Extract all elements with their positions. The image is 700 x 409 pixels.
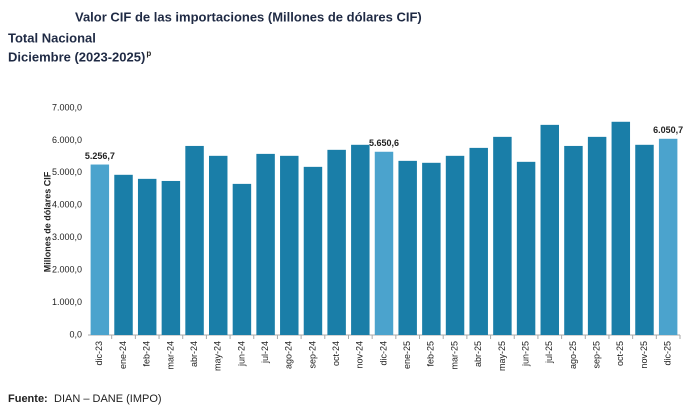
bar — [351, 144, 370, 335]
y-tick-label: 5.000,0 — [52, 167, 82, 177]
y-tick-label: 1.000,0 — [52, 297, 82, 307]
x-tick-label: dic-25 — [663, 341, 673, 366]
bar — [232, 183, 252, 335]
chart-subtitle: Total Nacional — [8, 30, 96, 45]
bar — [327, 149, 346, 335]
y-tick-label: 3.000,0 — [52, 232, 82, 242]
x-tick-label: abr-24 — [189, 341, 199, 367]
x-tick-label: ago-25 — [568, 341, 578, 369]
bar — [658, 138, 678, 335]
chart-title: Valor CIF de las importaciones (Millones… — [75, 9, 422, 24]
bar — [90, 164, 110, 335]
x-tick-label: ago-24 — [284, 341, 294, 369]
y-tick-label: 4.000,0 — [52, 200, 82, 210]
x-tick-label: jun-24 — [236, 341, 246, 367]
bar — [185, 145, 204, 335]
x-tick-label: dic-24 — [378, 341, 388, 366]
x-tick-label: mar-25 — [449, 341, 459, 370]
bar — [280, 155, 299, 335]
bar — [137, 178, 157, 335]
bar — [422, 162, 441, 335]
bar — [564, 145, 583, 335]
bar — [540, 124, 559, 335]
source: DIAN – DANE (IMPO) — [54, 393, 162, 405]
source-label: Fuente: — [8, 393, 48, 405]
x-tick-label: may-25 — [497, 341, 507, 371]
y-tick-label: 2.000,0 — [52, 265, 82, 275]
x-tick-label: sep-24 — [307, 341, 317, 369]
x-tick-label: abr-25 — [473, 341, 483, 367]
bar — [635, 144, 654, 335]
x-tick-label: sep-25 — [591, 341, 601, 369]
bar — [303, 166, 323, 335]
x-tick-label: mar-24 — [165, 341, 175, 370]
x-tick-label: jun-25 — [520, 341, 530, 367]
x-tick-label: oct-24 — [331, 341, 341, 366]
x-tick-label: nov-25 — [639, 341, 649, 369]
bar — [374, 151, 394, 335]
y-tick-label: 7.000,0 — [52, 102, 82, 112]
y-axis-label: Millones de dólares CIF — [42, 171, 52, 272]
y-tick-label: 6.000,0 — [52, 135, 82, 145]
x-tick-label: ene-25 — [402, 341, 412, 369]
x-tick-label: nov-24 — [355, 341, 365, 369]
bar — [493, 136, 512, 335]
bar — [611, 121, 631, 336]
x-tick-label: dic-23 — [94, 341, 104, 366]
bar — [161, 180, 181, 335]
bar — [209, 155, 228, 335]
bar — [445, 155, 465, 335]
chart-period: Diciembre (2023-2025) — [8, 49, 145, 64]
period-note: p — [146, 49, 151, 58]
y-tick-label: 0,0 — [69, 329, 82, 339]
x-tick-label: oct-25 — [615, 341, 625, 366]
x-tick-label: feb-25 — [426, 341, 436, 367]
x-tick-label: jul-24 — [260, 341, 270, 364]
x-tick-label: may-24 — [213, 341, 223, 371]
bar — [398, 160, 417, 335]
x-tick-label: feb-24 — [142, 341, 152, 367]
value-label: 5.650,6 — [369, 138, 399, 148]
value-label: 5.256,7 — [85, 151, 115, 161]
x-tick-label: ene-24 — [118, 341, 128, 369]
value-label: 6.050,7 — [653, 125, 683, 135]
x-tick-label: jul-25 — [544, 341, 554, 364]
bar — [114, 174, 133, 335]
bar — [587, 136, 607, 335]
bar — [256, 153, 275, 335]
bar — [516, 161, 536, 335]
bar — [469, 147, 488, 335]
